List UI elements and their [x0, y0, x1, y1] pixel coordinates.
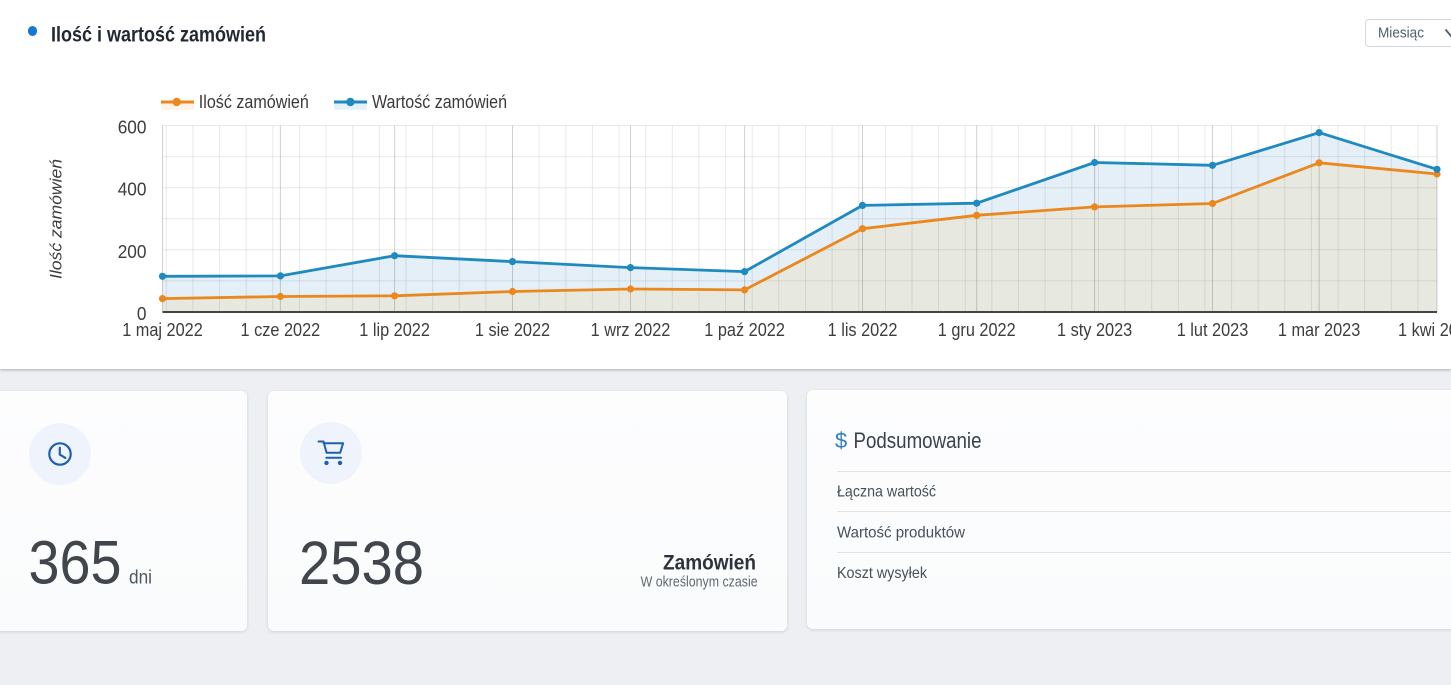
svg-text:1 lut 2023: 1 lut 2023	[1177, 320, 1249, 340]
svg-text:1 mar 2023: 1 mar 2023	[1278, 320, 1360, 340]
svg-text:Łączna wartość: Łączna wartość	[837, 484, 936, 501]
svg-text:1 sie 2022: 1 sie 2022	[475, 320, 550, 340]
svg-text:Podsumowanie: Podsumowanie	[854, 428, 982, 453]
svg-text:Ilość zamówień: Ilość zamówień	[199, 92, 309, 112]
svg-text:Ilość zamówień: Ilość zamówień	[47, 159, 66, 279]
svg-text:1 lip 2022: 1 lip 2022	[359, 320, 430, 340]
svg-text:1 gru 2022: 1 gru 2022	[938, 320, 1016, 340]
svg-text:1 maj 2022: 1 maj 2022	[122, 320, 203, 340]
svg-text:1 lis 2022: 1 lis 2022	[828, 320, 898, 340]
svg-text:600: 600	[118, 118, 147, 138]
svg-text:1 cze 2022: 1 cze 2022	[241, 320, 321, 340]
svg-text:0: 0	[137, 304, 147, 324]
svg-text:365: 365	[29, 538, 122, 593]
svg-text:Wartość produktów: Wartość produktów	[837, 524, 965, 541]
svg-text:400: 400	[118, 180, 147, 200]
svg-text:2538: 2538	[299, 538, 424, 593]
svg-text:1 kwi 2023: 1 kwi 2023	[1398, 320, 1451, 340]
svg-text:200: 200	[118, 242, 147, 262]
svg-text:1 sty 2023: 1 sty 2023	[1057, 320, 1132, 340]
svg-text:1 paź 2022: 1 paź 2022	[704, 320, 785, 340]
svg-text:1 wrz 2022: 1 wrz 2022	[591, 320, 671, 340]
svg-text:dni: dni	[129, 568, 152, 589]
svg-text:Zamówień: Zamówień	[663, 552, 756, 575]
svg-text:Koszt wysyłek: Koszt wysyłek	[837, 565, 928, 582]
svg-text:Wartość zamówień: Wartość zamówień	[372, 92, 507, 112]
svg-text:Miesiąc: Miesiąc	[1378, 25, 1424, 42]
svg-text:Ilość i wartość zamówień: Ilość i wartość zamówień	[51, 22, 266, 46]
svg-text:$: $	[835, 428, 847, 453]
svg-text:W określonym czasie: W określonym czasie	[641, 574, 757, 590]
